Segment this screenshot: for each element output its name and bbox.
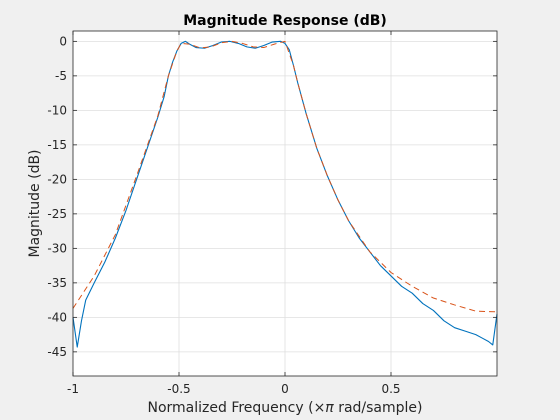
grid-lines — [73, 31, 497, 376]
x-tick-label: -1 — [67, 382, 79, 396]
series-line-solid — [72, 40, 498, 348]
x-axis-label: Normalized Frequency (×π rad/sample) — [147, 400, 422, 416]
chart-title: Magnitude Response (dB) — [183, 13, 387, 29]
x-tick-label: 0.5 — [381, 382, 400, 396]
x-tick-label: -0.5 — [167, 382, 190, 396]
y-tick-label: -10 — [47, 103, 67, 117]
y-axis-label: Magnitude (dB) — [27, 149, 43, 257]
x-axis-label-suffix: rad/sample) — [334, 400, 423, 416]
axis-ticks: -1 -0.5 0 0.5 0 -5 -10 -15 -20 -25 -30 -35 -40 -45 — [47, 31, 497, 396]
x-tick-label: 0 — [281, 382, 289, 396]
y-tick-label: -5 — [55, 69, 67, 83]
plot-lines — [72, 40, 498, 348]
y-tick-label: 0 — [59, 34, 67, 48]
y-tick-label: -30 — [47, 241, 67, 255]
y-tick-label: -45 — [47, 345, 67, 359]
x-axis-label-prefix: Normalized Frequency ( — [147, 400, 313, 416]
y-tick-label: -20 — [47, 172, 67, 186]
x-axis-label-symbol: ×π — [314, 400, 335, 416]
y-tick-label: -40 — [47, 310, 67, 324]
y-tick-label: -35 — [47, 276, 67, 290]
y-tick-label: -25 — [47, 207, 67, 221]
y-tick-label: -15 — [47, 138, 67, 152]
